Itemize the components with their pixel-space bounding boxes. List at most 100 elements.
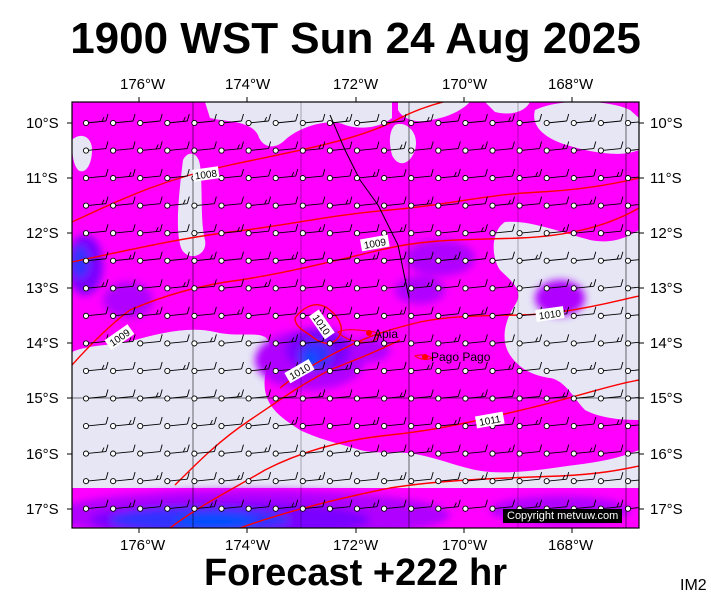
wind-barb — [462, 279, 488, 292]
wind-barb — [164, 334, 190, 347]
wind-barb — [516, 168, 543, 182]
lon-label: 170°W — [442, 76, 488, 93]
wind-barb — [516, 361, 543, 375]
isobar-label-text: 1010 — [538, 308, 562, 322]
wind-barb — [245, 168, 272, 182]
wind-barb — [299, 196, 326, 209]
wind-barb — [218, 334, 244, 347]
wind-barb — [408, 389, 434, 402]
isobar-label-text: 1008 — [194, 168, 218, 182]
heavy-precip — [72, 235, 630, 528]
wind-barb — [272, 334, 299, 347]
wind-barb — [164, 168, 190, 182]
wind-barb — [110, 472, 136, 485]
place-markers: Apia Pago Pago — [366, 327, 491, 364]
lat-label: 17°S — [26, 501, 59, 518]
wind-barb — [543, 251, 570, 264]
wind-barbs — [82, 113, 639, 512]
wind-barb — [381, 306, 407, 319]
wind-barb — [326, 113, 353, 127]
wind-barb — [435, 334, 461, 347]
wind-barb — [110, 444, 136, 457]
wind-barb — [516, 196, 543, 209]
wind-barb — [245, 444, 272, 457]
lat-label: 15°S — [650, 390, 683, 407]
wind-barb — [164, 306, 190, 319]
wind-barb — [353, 279, 380, 292]
wind-barb — [516, 472, 543, 485]
wind-barb — [408, 361, 434, 375]
wind-barb — [137, 196, 163, 209]
wind-barb — [489, 141, 515, 154]
lat-label: 14°S — [650, 335, 683, 352]
lat-label: 10°S — [26, 115, 59, 132]
wind-barb — [218, 224, 244, 237]
wind-barb — [326, 389, 353, 402]
wind-barb — [435, 444, 461, 457]
wind-barb — [381, 444, 407, 457]
wind-barb — [381, 472, 407, 485]
lat-label: 15°S — [26, 390, 59, 407]
isobar-label-text: 1011 — [479, 414, 503, 429]
wind-barb — [624, 450, 639, 457]
lat-label: 12°S — [26, 225, 59, 242]
wind-barb — [82, 113, 109, 127]
wind-barb — [435, 416, 461, 430]
wind-barb — [516, 389, 543, 402]
wind-barb — [489, 279, 515, 292]
wind-barb — [326, 472, 353, 485]
wind-barb — [218, 361, 244, 375]
wind-barb — [435, 361, 461, 375]
wind-barb — [381, 168, 407, 182]
wind-barb — [624, 422, 639, 430]
wind-barb — [624, 257, 639, 264]
wind-barb — [543, 361, 570, 375]
wind-barb — [570, 334, 597, 347]
wind-barb — [218, 141, 244, 154]
wind-barb — [191, 361, 217, 375]
wind-barb — [164, 389, 190, 402]
wind-barb — [381, 251, 407, 264]
wind-barb — [82, 334, 109, 347]
lon-label: 174°W — [225, 537, 271, 554]
wind-barb — [543, 416, 570, 430]
wind-barb — [353, 499, 380, 512]
wind-barb — [489, 499, 515, 512]
wind-barb — [597, 113, 624, 127]
wind-barb — [191, 196, 217, 209]
wind-barb — [353, 306, 380, 319]
wind-barb — [624, 505, 639, 512]
wind-barb — [570, 279, 597, 292]
wind-barb — [299, 141, 326, 154]
wind-barb — [299, 416, 326, 430]
wind-barb — [381, 499, 407, 512]
wind-barb — [326, 306, 353, 319]
wind-barb — [597, 251, 624, 264]
wind-barb — [624, 202, 639, 209]
wind-barb — [82, 444, 109, 457]
wind-barb — [516, 279, 543, 292]
wind-barb — [597, 141, 624, 154]
map-title: 1900 WST Sun 24 Aug 2025 — [70, 14, 641, 63]
wind-barb — [82, 141, 109, 154]
wind-barb — [137, 306, 163, 319]
wind-barb — [110, 361, 136, 375]
wind-barb — [353, 472, 380, 485]
wind-barb — [326, 499, 353, 512]
wind-barb — [299, 113, 326, 127]
wind-barb — [110, 279, 136, 292]
wind-barb — [272, 499, 299, 512]
wind-barb — [462, 113, 488, 127]
wind-barb — [353, 416, 380, 430]
wind-barb — [191, 251, 217, 264]
wind-barb — [570, 113, 597, 127]
wind-barb — [110, 113, 136, 127]
lon-label: 176°W — [120, 76, 166, 93]
wind-barb — [218, 444, 244, 457]
wind-barb — [299, 472, 326, 485]
wind-barb — [597, 416, 624, 430]
wind-barb — [82, 168, 109, 182]
wind-barb — [110, 224, 136, 237]
wind-barb — [516, 224, 543, 237]
lat-label: 17°S — [650, 501, 683, 518]
